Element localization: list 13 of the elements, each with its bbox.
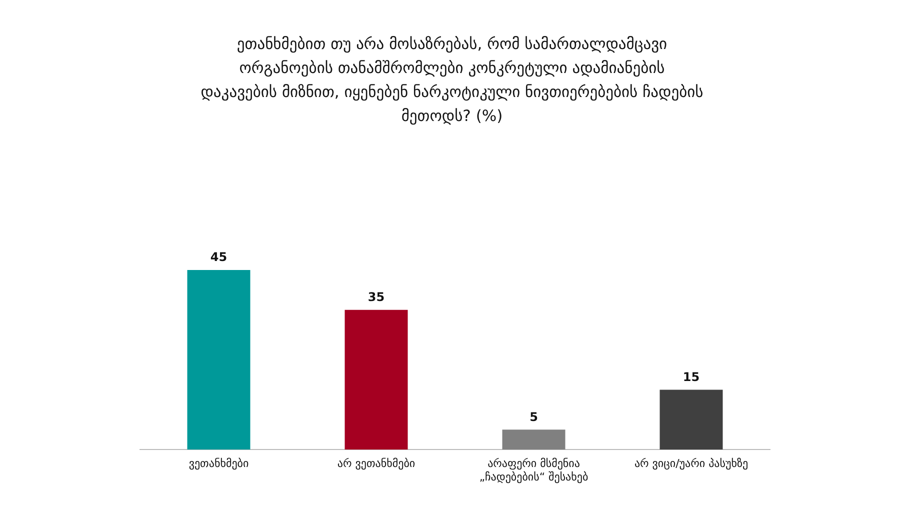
bar [187, 270, 250, 450]
data-label: 35 [368, 290, 385, 304]
data-label: 45 [210, 250, 228, 264]
x-tick-label: ვეთანხმები [188, 457, 249, 470]
chart-title: ეთანხმებით თუ არა მოსაზრებას, რომ სამართალდამცავი ორგანოების თანამშრომლები კონკრეტული ადამიანების დაკავების მიზნით, იყენებენ ნარკოტიკული ნივთიერებების ჩადების მეთოდს? (%) [200, 34, 704, 127]
data-label: 15 [682, 370, 700, 384]
bar [344, 310, 408, 450]
data-label: 5 [530, 410, 538, 424]
bar [660, 390, 723, 450]
x-tick-label: არაფერი მსმენია „ჩადებების“ შესახებ [479, 457, 588, 484]
bar [502, 430, 566, 450]
x-tick-label: არ ვეთანხმები [337, 457, 416, 470]
x-tick-label: არ ვიცი/უარი პასუხზე [634, 457, 748, 470]
